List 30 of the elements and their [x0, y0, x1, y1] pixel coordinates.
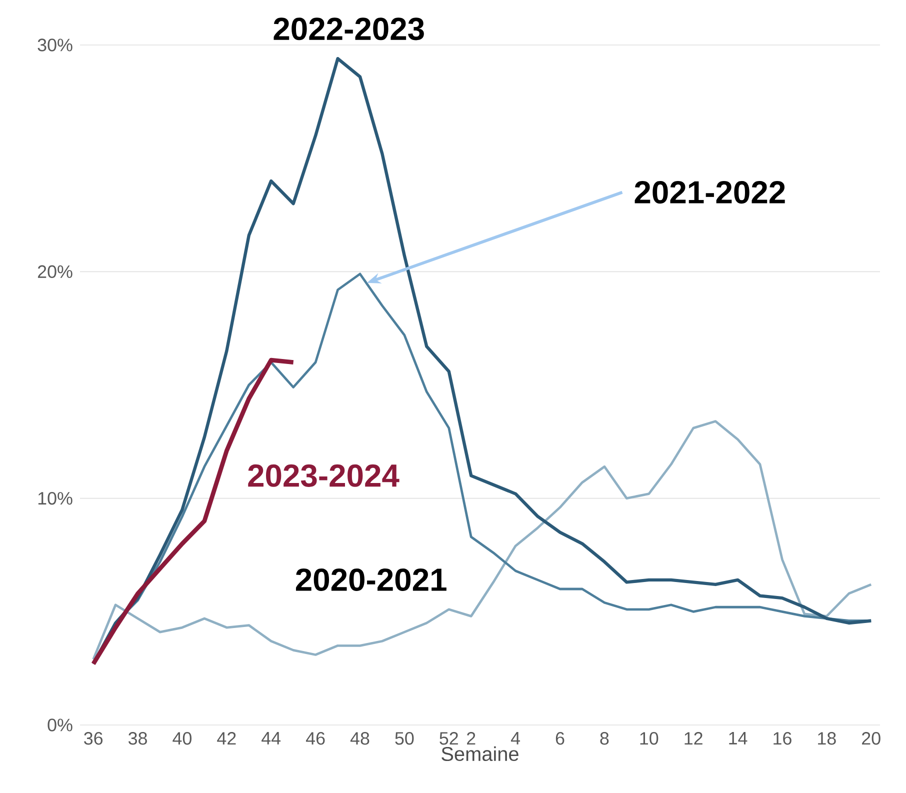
series-label: 2023-2024 — [248, 464, 400, 487]
line-series — [92, 57, 873, 666]
x-tick-label: 16 — [774, 732, 792, 745]
x-tick-label: 8 — [600, 732, 609, 745]
x-tick-label: 6 — [556, 732, 564, 745]
x-tick-label: 50 — [395, 732, 414, 745]
x-tick-label: 48 — [350, 732, 370, 745]
x-tick-label: 20 — [862, 732, 880, 745]
x-tick-label: 4 — [510, 732, 520, 744]
x-tick-label: 36 — [84, 732, 103, 745]
x-tick-label: 52 — [440, 732, 458, 745]
x-tick-label: 42 — [217, 732, 236, 745]
x-tick-label: 18 — [818, 732, 836, 745]
y-tick-label: 30% — [38, 38, 72, 52]
x-tick-label: 44 — [262, 732, 281, 744]
series-label: 2022-2023 — [274, 18, 424, 40]
x-tick-label: 38 — [128, 732, 147, 745]
text: 2021-2022 — [634, 181, 785, 204]
y-tick-label: 20% — [38, 265, 72, 278]
series-label: 2020-2021 — [296, 568, 446, 592]
x-tick-label: 2 — [467, 732, 476, 745]
x-tick-label: 46 — [306, 732, 325, 745]
x-axis-title: Semaine — [442, 746, 518, 762]
x-tick-label: 40 — [172, 732, 192, 745]
line-series — [92, 420, 872, 660]
y-tick-label: 10% — [38, 492, 72, 505]
x-tick-label: 10 — [640, 732, 658, 745]
x-tick-label: 14 — [729, 732, 748, 744]
y-tick-label: 0% — [48, 718, 72, 732]
x-tick-label: 12 — [684, 732, 702, 745]
